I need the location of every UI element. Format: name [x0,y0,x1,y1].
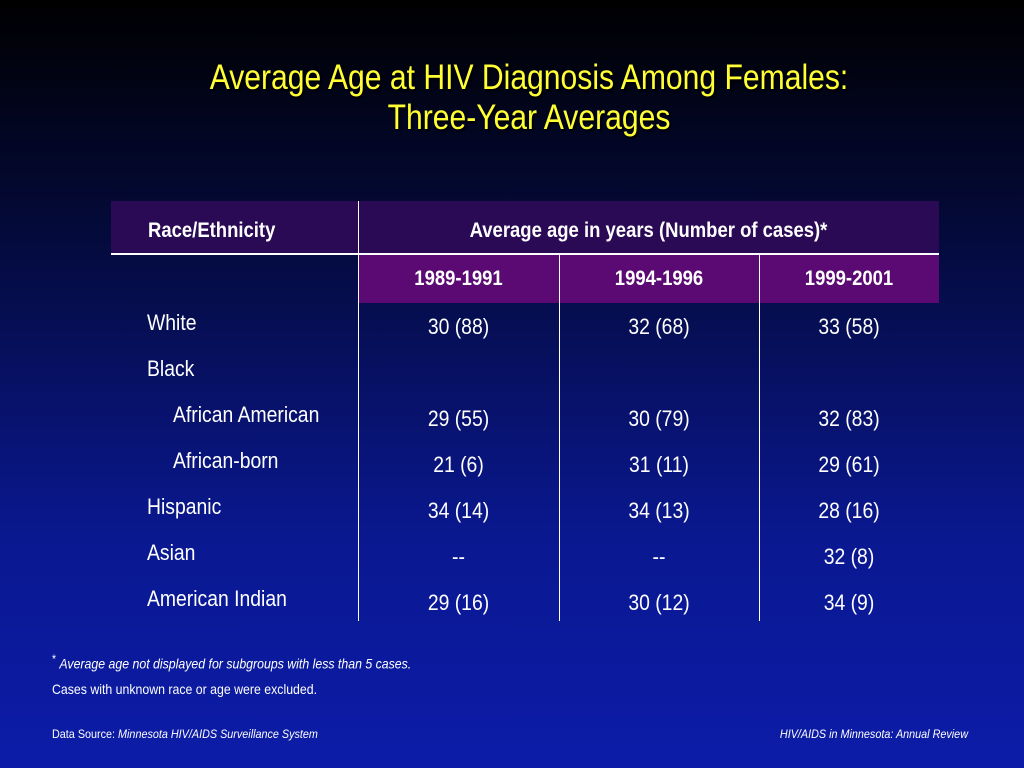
row-value-period-2: 30 (79) [628,406,690,431]
slide-title-line-1: Average Age at HIV Diagnosis Among Femal… [209,58,849,97]
row-label: Hispanic [147,494,222,519]
average-age-header: Average age in years (Number of cases)* [469,219,828,242]
row-label: Asian [147,540,196,565]
table-header-rule [111,253,939,255]
row-label: White [147,310,197,335]
data-source-name: Minnesota HIV/AIDS Surveillance System [118,727,318,741]
footnote-asterisk: * [52,653,57,666]
row-label: African American [173,402,320,427]
row-value-period-3: 32 (83) [818,406,880,431]
slide-title-line-2: Three-Year Averages [387,98,671,137]
row-value-period-3: 34 (9) [823,590,875,615]
period-header-2: 1994-1996 [614,267,704,290]
period-header-band [358,255,939,303]
footnote-subgroups-text: Average age not displayed for subgroups … [59,655,412,672]
row-value-period-1: 29 (16) [427,590,490,615]
row-value-period-2: 30 (12) [628,590,690,615]
table-divider-period-1 [559,255,560,621]
age-table: Race/Ethnicity Average age in years (Num… [111,201,939,621]
race-ethnicity-header: Race/Ethnicity [148,219,276,242]
table-divider-race [358,201,359,621]
slide-title: Average Age at HIV Diagnosis Among Femal… [74,58,984,138]
row-value-period-3: 28 (16) [818,498,880,523]
row-value-period-2: -- [652,544,666,569]
row-value-period-3: 29 (61) [818,452,880,477]
row-value-period-3: 33 (58) [818,314,880,339]
row-label: Black [147,356,195,381]
table-header-band [111,201,939,253]
row-value-period-1: 34 (14) [427,498,490,523]
report-title: HIV/AIDS in Minnesota: Annual Review [780,727,968,741]
period-header-3: 1999-2001 [804,267,894,290]
period-header-1: 1989-1991 [414,267,503,290]
row-value-period-1: 21 (6) [433,452,484,477]
row-value-period-1: -- [452,544,465,569]
row-label: American Indian [147,586,287,611]
data-source-label: Data Source: [52,727,119,741]
footnote-subgroups: * Average age not displayed for subgroup… [52,652,411,672]
data-source: Data Source: Minnesota HIV/AIDS Surveill… [52,727,318,741]
table-divider-period-2 [759,255,760,621]
row-label: African-born [173,448,279,473]
row-value-period-1: 29 (55) [427,406,490,431]
row-value-period-2: 34 (13) [628,498,690,523]
row-value-period-1: 30 (88) [427,314,490,339]
footnote-excluded: Cases with unknown race or age were excl… [52,681,318,697]
row-value-period-2: 31 (11) [629,452,689,477]
row-value-period-2: 32 (68) [628,314,690,339]
report-title-text: HIV/AIDS in Minnesota: Annual Review [779,727,968,741]
row-value-period-3: 32 (8) [823,544,875,569]
